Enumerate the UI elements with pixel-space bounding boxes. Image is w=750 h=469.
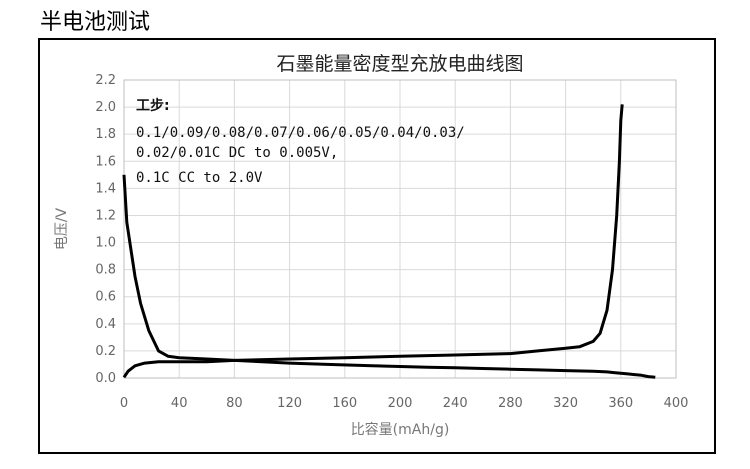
y-tick-label: 0.6 [95,290,116,305]
annotation-line: 0.02/0.01C DC to 0.005V, [136,145,338,161]
y-tick-label: 2.2 [95,73,116,88]
x-tick-label: 200 [388,396,413,411]
x-tick-label: 280 [498,396,523,411]
x-tick-label: 80 [226,396,243,411]
y-tick-label: 0.2 [95,344,116,359]
x-tick-label: 400 [664,396,689,411]
y-axis-label: 电压/V [54,207,70,250]
y-tick-label: 1.0 [95,236,116,251]
chart-frame [38,38,716,454]
page-heading: 半电池测试 [40,10,151,35]
y-tick-label: 1.8 [95,127,116,142]
y-tick-label: 0.4 [95,317,116,332]
x-tick-label: 40 [171,396,188,411]
x-tick-label: 0 [120,396,128,411]
x-tick-label: 360 [608,396,633,411]
grid-lines [123,79,677,379]
y-tick-label: 1.6 [95,154,116,169]
tick-labels: 0.0 0.2 0.4 0.6 0.8 1.0 1.2 1.4 1.6 1.8 2.0 2.2 0 40 8… [95,73,688,411]
x-axis-label: 比容量(mAh/g) [351,421,450,438]
series-line-1 [122,174,656,379]
y-tick-label: 1.2 [95,208,116,223]
plot-area-border [123,79,677,379]
annotation-block: 工步: 0.1/0.09/0.08/0.07/0.06/0.05/0.04/0.0… [136,97,465,186]
series-lines [122,104,656,379]
y-tick-label: 0.8 [95,263,116,278]
x-tick-label: 320 [553,396,578,411]
x-tick-label: 120 [277,396,302,411]
annotation-line: 0.1C CC to 2.0V [136,170,263,186]
chart-title: 石墨能量密度型充放电曲线图 [276,53,523,75]
x-tick-label: 240 [443,396,468,411]
annotation-line: 0.1/0.09/0.08/0.07/0.06/0.05/0.04/0.03/ [136,125,465,141]
x-tick-label: 160 [332,396,357,411]
series-line-2 [122,104,624,379]
y-tick-label: 2.0 [95,100,116,115]
y-tick-label: 0.0 [95,371,116,386]
y-tick-label: 1.4 [95,181,116,196]
annotation-line: 工步: [136,97,170,114]
